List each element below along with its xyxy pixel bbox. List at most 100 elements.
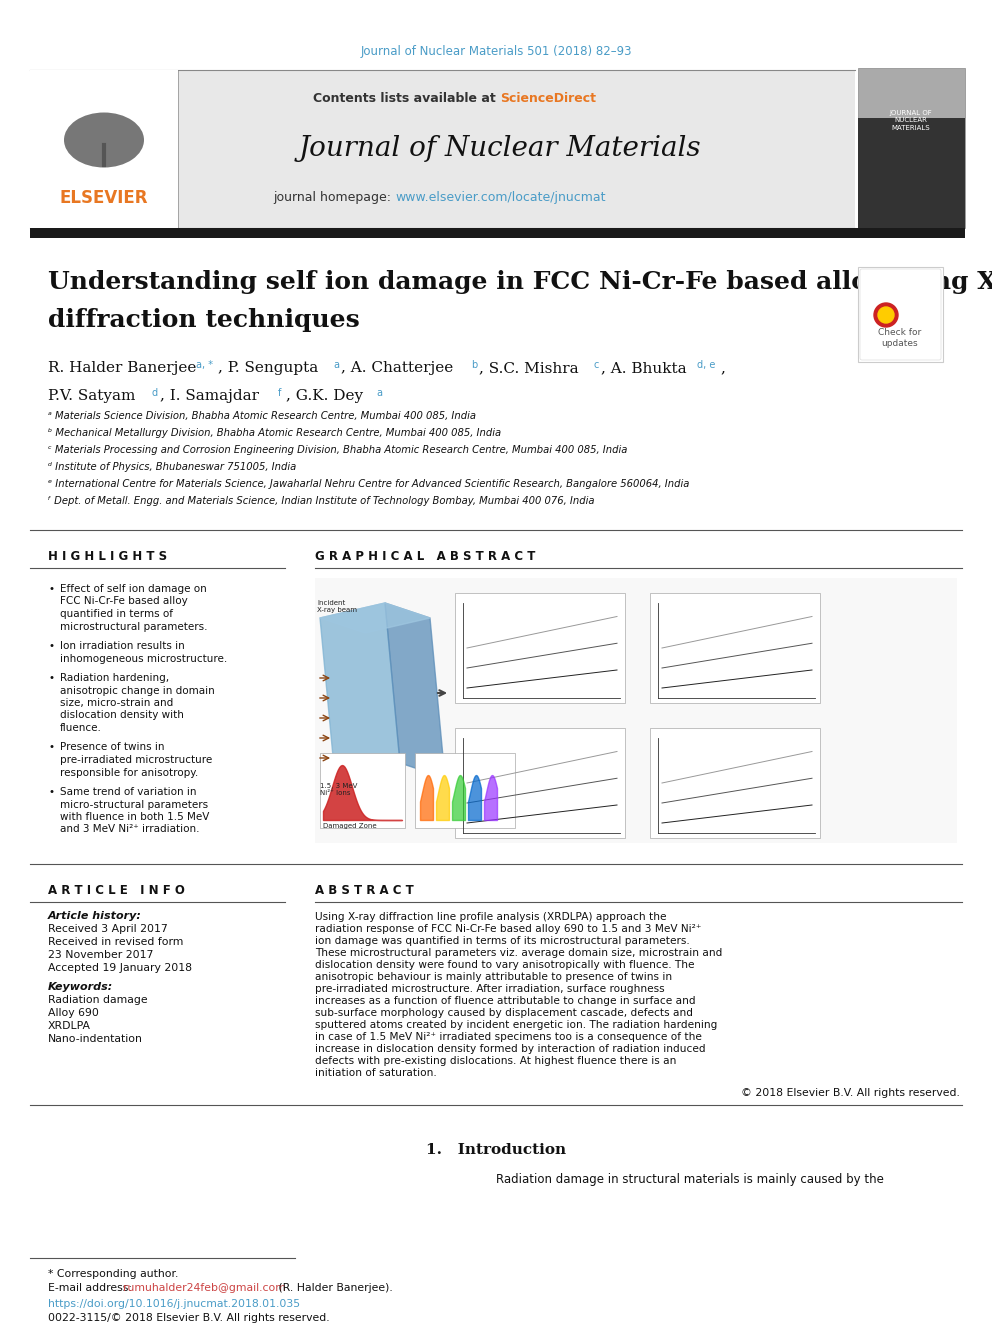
Text: H I G H L I G H T S: H I G H L I G H T S [48, 549, 167, 562]
Text: ᶠ Dept. of Metall. Engg. and Materials Science, Indian Institute of Technology B: ᶠ Dept. of Metall. Engg. and Materials S… [48, 496, 594, 505]
Text: , A. Chatterjee: , A. Chatterjee [341, 361, 453, 374]
Text: initiation of saturation.: initiation of saturation. [315, 1068, 436, 1078]
Text: sputtered atoms created by incident energetic ion. The radiation hardening: sputtered atoms created by incident ener… [315, 1020, 717, 1031]
Text: quantified in terms of: quantified in terms of [60, 609, 173, 619]
Text: and 3 MeV Ni²⁺ irradiation.: and 3 MeV Ni²⁺ irradiation. [60, 824, 199, 835]
Text: b: b [471, 360, 477, 370]
Text: ᵈ Institute of Physics, Bhubaneswar 751005, India: ᵈ Institute of Physics, Bhubaneswar 7510… [48, 462, 297, 472]
Text: Journal of Nuclear Materials: Journal of Nuclear Materials [299, 135, 701, 161]
Text: ScienceDirect: ScienceDirect [500, 91, 596, 105]
Text: Check for
updates: Check for updates [878, 328, 922, 348]
Text: •: • [48, 787, 54, 796]
Text: Keywords:: Keywords: [48, 982, 113, 992]
Text: * Corresponding author.: * Corresponding author. [48, 1269, 179, 1279]
Text: anisotropic behaviour is mainly attributable to presence of twins in: anisotropic behaviour is mainly attribut… [315, 972, 673, 982]
Text: Radiation hardening,: Radiation hardening, [60, 673, 169, 683]
Text: •: • [48, 642, 54, 651]
Text: , A. Bhukta: , A. Bhukta [601, 361, 686, 374]
Text: JOURNAL OF
NUCLEAR
MATERIALS: JOURNAL OF NUCLEAR MATERIALS [890, 110, 932, 131]
Text: fluence.: fluence. [60, 722, 102, 733]
Text: •: • [48, 673, 54, 683]
Text: rumuhalder24feb@gmail.com: rumuhalder24feb@gmail.com [123, 1283, 286, 1293]
Text: Radiation damage: Radiation damage [48, 995, 148, 1005]
Text: micro-structural parameters: micro-structural parameters [60, 799, 208, 810]
Bar [30, 70, 178, 228]
Text: www.elsevier.com/locate/jnucmat: www.elsevier.com/locate/jnucmat [395, 192, 605, 205]
Text: (R. Halder Banerjee).: (R. Halder Banerjee). [275, 1283, 393, 1293]
Text: Same trend of variation in: Same trend of variation in [60, 787, 196, 796]
Text: Radiation damage in structural materials is mainly caused by the: Radiation damage in structural materials… [496, 1174, 884, 1187]
Polygon shape [385, 603, 445, 778]
Bar [315, 578, 957, 843]
Text: •: • [48, 583, 54, 594]
Text: inhomogeneous microstructure.: inhomogeneous microstructure. [60, 654, 227, 664]
Text: increases as a function of fluence attributable to change in surface and: increases as a function of fluence attri… [315, 996, 695, 1005]
Text: , G.K. Dey: , G.K. Dey [286, 389, 363, 404]
Text: ELSEVIER: ELSEVIER [60, 189, 148, 206]
Text: Accepted 19 January 2018: Accepted 19 January 2018 [48, 963, 192, 972]
Text: Incident
X-ray beam: Incident X-ray beam [317, 601, 357, 613]
Text: A B S T R A C T: A B S T R A C T [315, 884, 414, 897]
Text: Received in revised form: Received in revised form [48, 937, 184, 947]
Text: Presence of twins in: Presence of twins in [60, 742, 165, 753]
Text: , S.C. Mishra: , S.C. Mishra [479, 361, 578, 374]
Text: radiation response of FCC Ni-Cr-Fe based alloy 690 to 1.5 and 3 MeV Ni²⁺: radiation response of FCC Ni-Cr-Fe based… [315, 923, 701, 934]
Bar [415, 753, 515, 828]
Text: R. Halder Banerjee: R. Halder Banerjee [48, 361, 196, 374]
Bar [650, 728, 820, 837]
Text: Understanding self ion damage in FCC Ni-Cr-Fe based alloy using X-ray: Understanding self ion damage in FCC Ni-… [48, 270, 992, 294]
Text: ᵇ Mechanical Metallurgy Division, Bhabha Atomic Research Centre, Mumbai 400 085,: ᵇ Mechanical Metallurgy Division, Bhabha… [48, 429, 501, 438]
Text: , I. Samajdar: , I. Samajdar [160, 389, 259, 404]
Text: Nano-indentation: Nano-indentation [48, 1035, 143, 1044]
Polygon shape [320, 603, 400, 778]
Text: defects with pre-existing dislocations. At highest fluence there is an: defects with pre-existing dislocations. … [315, 1056, 677, 1066]
Bar [455, 728, 625, 837]
Text: G R A P H I C A L   A B S T R A C T: G R A P H I C A L A B S T R A C T [315, 549, 536, 562]
Bar [858, 267, 943, 363]
Circle shape [878, 307, 894, 323]
Text: sub-surface morphology caused by displacement cascade, defects and: sub-surface morphology caused by displac… [315, 1008, 693, 1017]
FancyBboxPatch shape [860, 269, 941, 360]
Text: 1.   Introduction: 1. Introduction [426, 1143, 566, 1158]
Text: ᶜ Materials Processing and Corrosion Engineering Division, Bhabha Atomic Researc: ᶜ Materials Processing and Corrosion Eng… [48, 445, 627, 455]
Text: Article history:: Article history: [48, 912, 142, 921]
Text: A R T I C L E   I N F O: A R T I C L E I N F O [48, 884, 185, 897]
Text: https://doi.org/10.1016/j.jnucmat.2018.01.035: https://doi.org/10.1016/j.jnucmat.2018.0… [48, 1299, 301, 1308]
Text: journal homepage:: journal homepage: [273, 192, 395, 205]
Text: anisotropic change in domain: anisotropic change in domain [60, 685, 214, 696]
Text: Effect of self ion damage on: Effect of self ion damage on [60, 583, 206, 594]
Text: a: a [333, 360, 339, 370]
Text: P.V. Satyam: P.V. Satyam [48, 389, 135, 404]
Text: pre-irradiated microstructure: pre-irradiated microstructure [60, 755, 212, 765]
Bar [30, 70, 855, 228]
Text: dislocation density with: dislocation density with [60, 710, 184, 721]
Text: XRDLPA: XRDLPA [48, 1021, 91, 1031]
Text: a: a [376, 388, 382, 398]
Text: Contents lists available at: Contents lists available at [312, 91, 500, 105]
Text: E-mail address:: E-mail address: [48, 1283, 136, 1293]
Bar [455, 593, 625, 703]
Text: Using X-ray diffraction line profile analysis (XRDLPA) approach the: Using X-ray diffraction line profile ana… [315, 912, 667, 922]
Text: c: c [593, 360, 598, 370]
Text: ,: , [720, 361, 725, 374]
Text: 1.5, 3 MeV
Ni²⁺ Ions: 1.5, 3 MeV Ni²⁺ Ions [320, 783, 357, 796]
Text: dislocation density were found to vary anisotropically with fluence. The: dislocation density were found to vary a… [315, 960, 694, 970]
Text: diffraction techniques: diffraction techniques [48, 308, 360, 332]
Text: d: d [152, 388, 158, 398]
Bar [858, 118, 965, 228]
Ellipse shape [64, 112, 144, 168]
Text: increase in dislocation density formed by interaction of radiation induced: increase in dislocation density formed b… [315, 1044, 705, 1054]
Text: ᵃ Materials Science Division, Bhabha Atomic Research Centre, Mumbai 400 085, Ind: ᵃ Materials Science Division, Bhabha Ato… [48, 411, 476, 421]
Text: with fluence in both 1.5 MeV: with fluence in both 1.5 MeV [60, 812, 209, 822]
Text: 23 November 2017: 23 November 2017 [48, 950, 154, 960]
Text: , P. Sengupta: , P. Sengupta [218, 361, 318, 374]
Text: pre-irradiated microstructure. After irradiation, surface roughness: pre-irradiated microstructure. After irr… [315, 984, 665, 994]
Polygon shape [320, 603, 430, 632]
Text: microstructural parameters.: microstructural parameters. [60, 622, 207, 631]
Bar [30, 228, 965, 238]
Text: © 2018 Elsevier B.V. All rights reserved.: © 2018 Elsevier B.V. All rights reserved… [741, 1088, 960, 1098]
Text: f: f [278, 388, 282, 398]
Text: Damaged Zone: Damaged Zone [323, 823, 377, 830]
Text: size, micro-strain and: size, micro-strain and [60, 699, 174, 708]
Text: ion damage was quantified in terms of its microstructural parameters.: ion damage was quantified in terms of it… [315, 935, 689, 946]
